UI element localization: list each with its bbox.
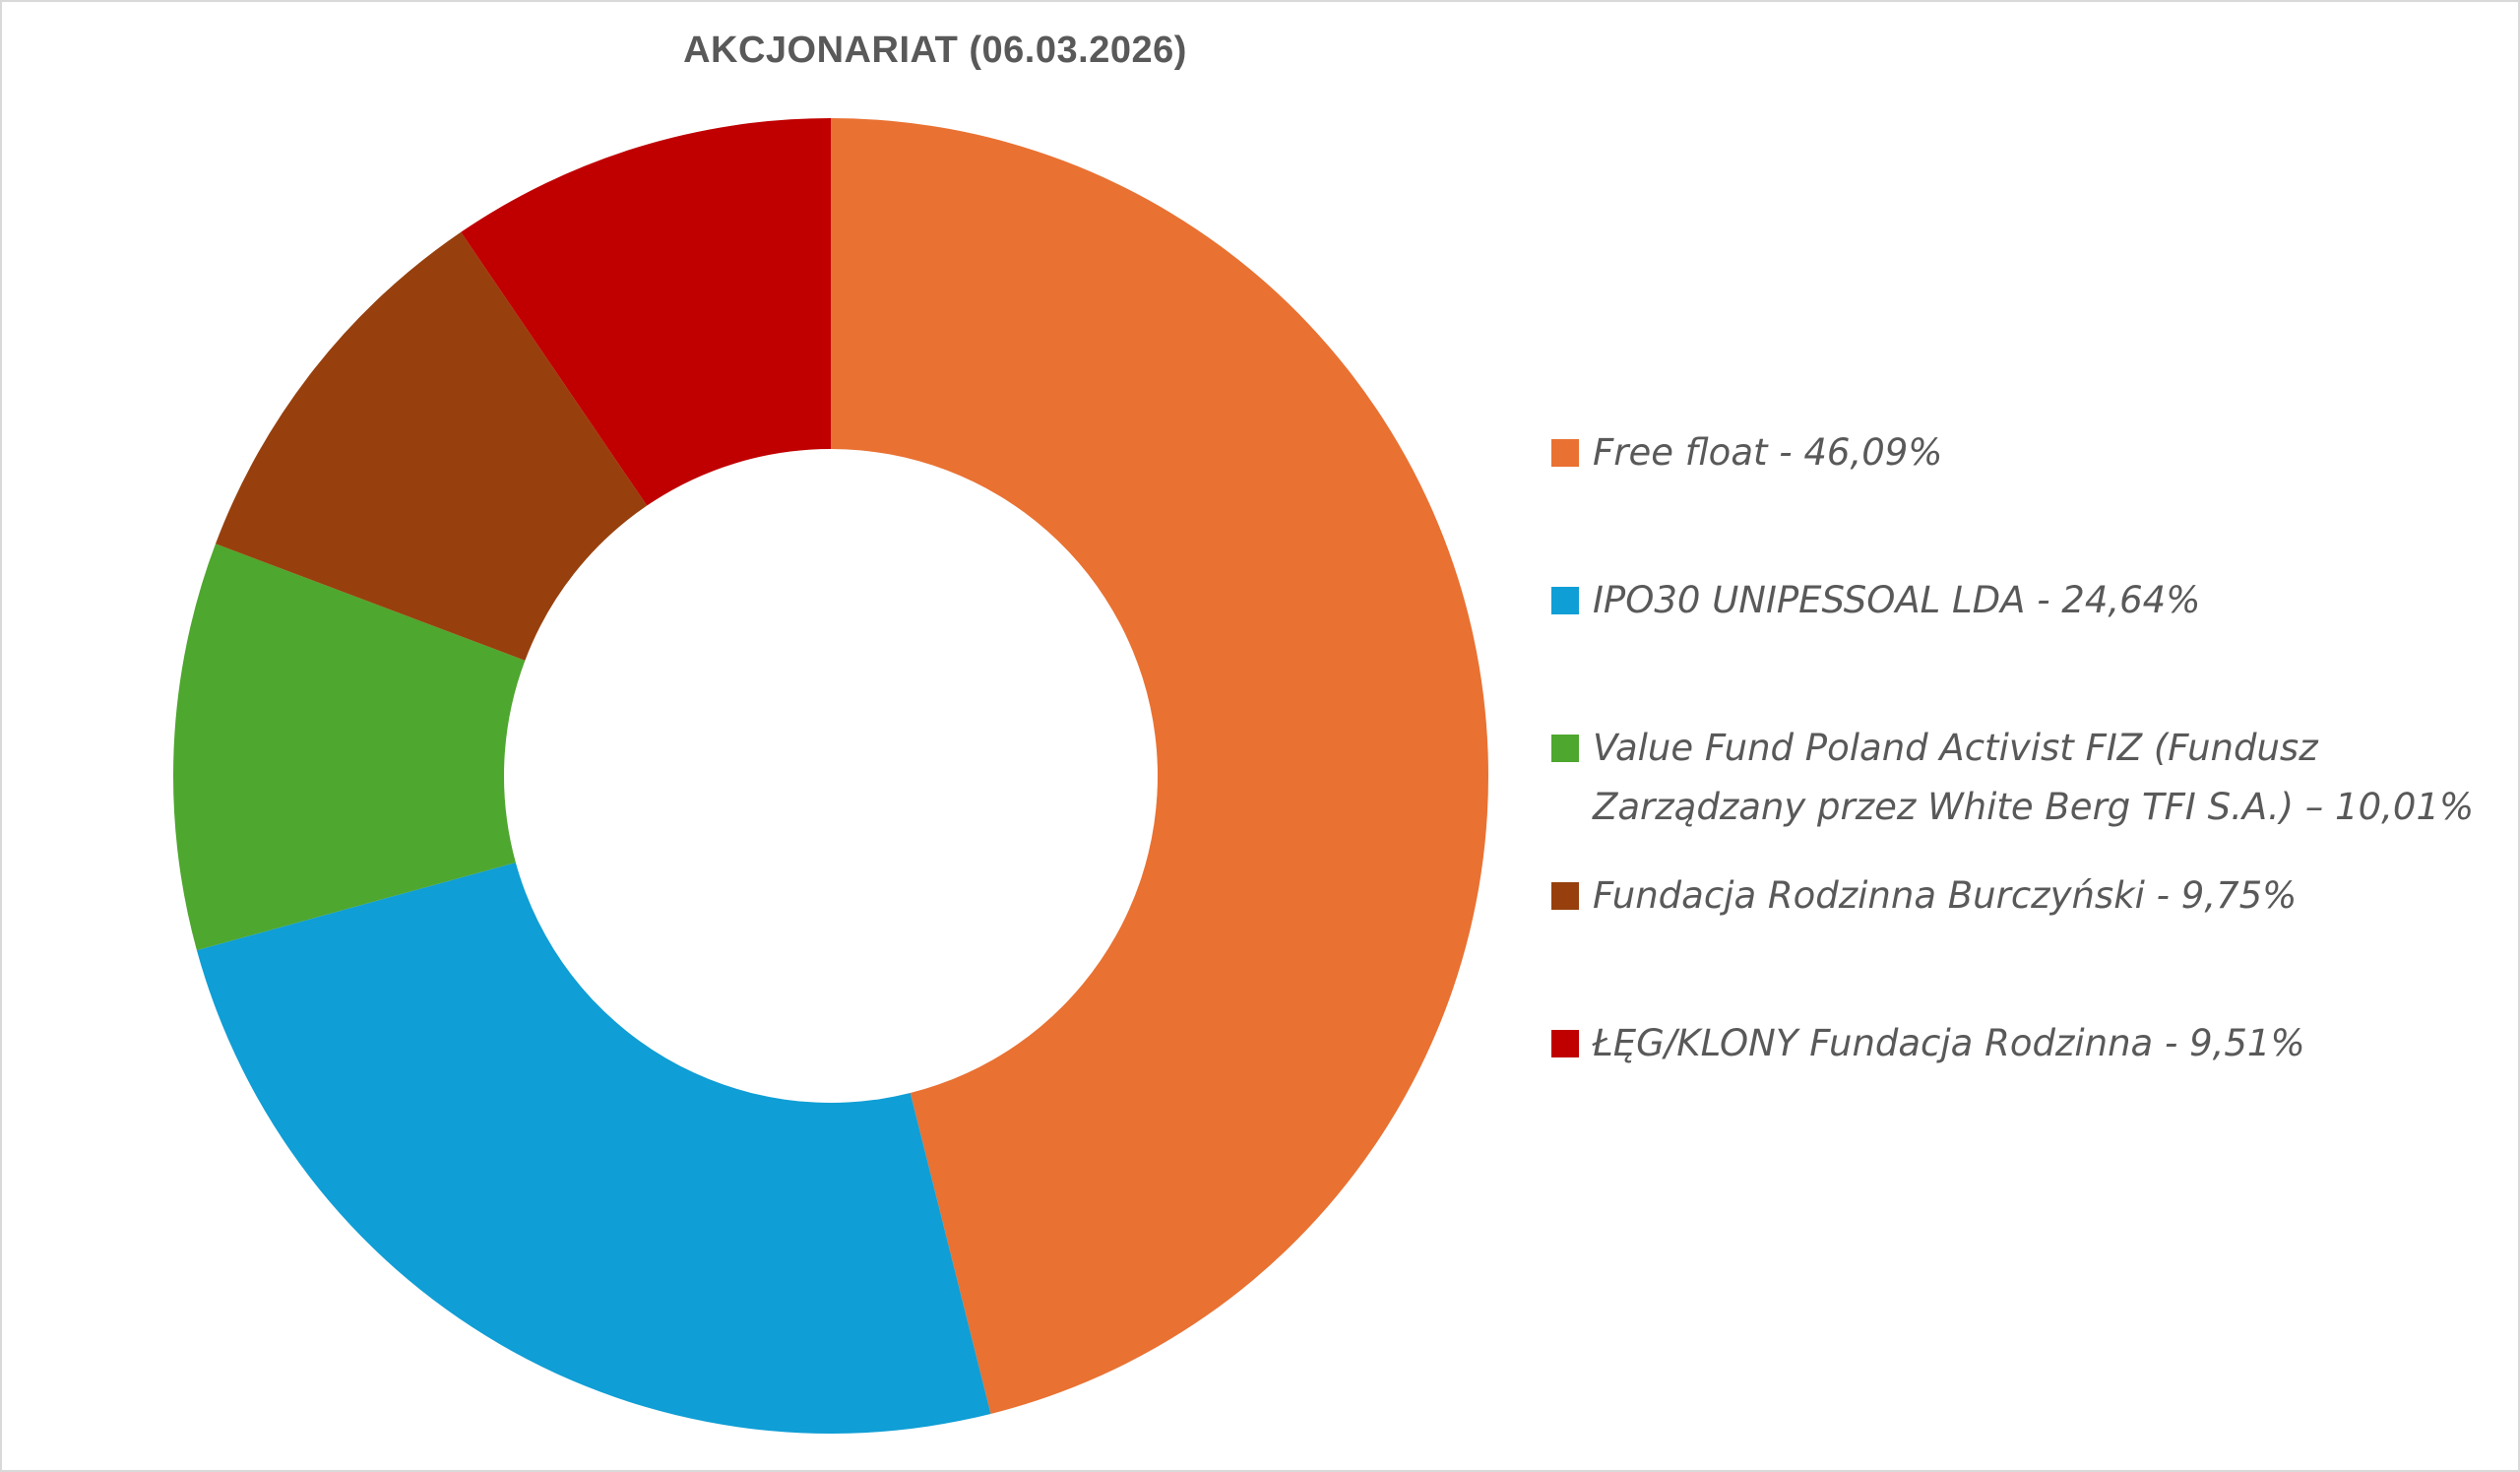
legend-item-ipo30: IPO30 UNIPESSOAL LDA - 24,64%: [1551, 571, 2496, 630]
slice-leg-klony: [461, 118, 831, 506]
legend-swatch: [1551, 587, 1579, 614]
legend-swatch: [1551, 735, 1579, 762]
legend-label: Free float - 46,09%: [1593, 431, 1943, 474]
legend-item-leg-klony: ŁĘG/KLONY Fundacja Rodzinna - 9,51%: [1551, 1014, 2496, 1073]
slice-free-float: [831, 118, 1488, 1414]
legend-item-burczynski: Fundacja Rodzinna Burczyński - 9,75%: [1551, 866, 2496, 926]
legend-item-value-fund: Value Fund Poland Activist FIZ (Fundusz …: [1551, 719, 2496, 837]
legend-label: ŁĘG/KLONY Fundacja Rodzinna - 9,51%: [1593, 1022, 2305, 1064]
legend-label: IPO30 UNIPESSOAL LDA - 24,64%: [1593, 579, 2201, 621]
legend-label: Value Fund Poland Activist FIZ (Fundusz …: [1593, 719, 2474, 837]
donut-chart: [173, 118, 1488, 1434]
slice-ipo30-unipessoal: [196, 863, 991, 1434]
legend-swatch: [1551, 882, 1579, 910]
legend-label-line-2: Zarządzany przez White Berg TFI S.A.) – …: [1593, 786, 2475, 828]
legend-swatch: [1551, 439, 1579, 467]
legend-label: Fundacja Rodzinna Burczyński - 9,75%: [1593, 874, 2298, 917]
legend-swatch: [1551, 1030, 1579, 1057]
legend-label-line-1: Value Fund Poland Activist FIZ (Fundusz: [1593, 727, 2318, 769]
slice-fundacja-burczynski: [215, 231, 648, 661]
legend-item-free-float: Free float - 46,09%: [1551, 423, 2496, 482]
chart-title: AKCJONARIAT (06.03.2026): [683, 30, 1187, 71]
slice-value-fund-poland: [173, 544, 526, 951]
